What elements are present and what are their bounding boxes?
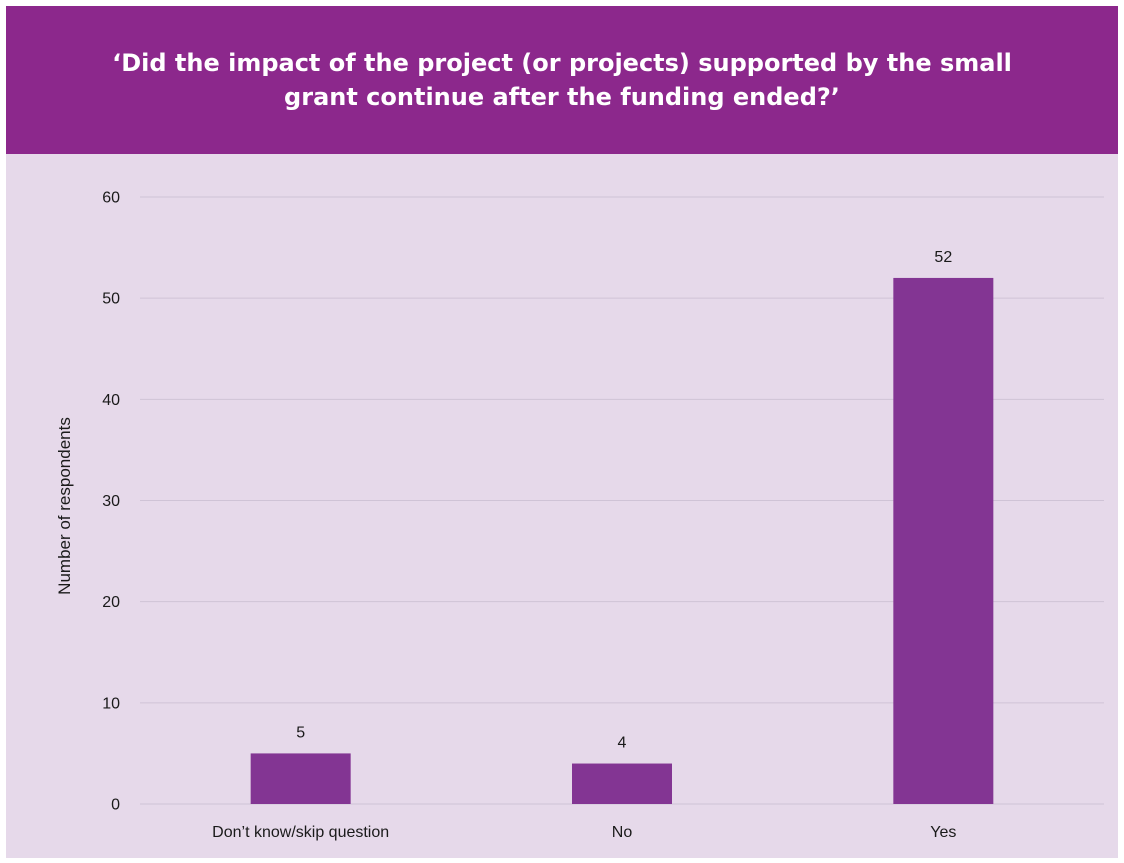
y-tick-label: 10 [102,695,120,712]
bar [893,277,994,804]
x-tick-label: No [612,824,633,841]
x-tick-label: Yes [930,824,956,841]
bar-chart: 0 10 20 30 40 50 60 5 4 52 Don’t know/skip quest… [55,190,1104,841]
y-axis-label: Number of respondents [55,417,74,595]
y-tick-label: 30 [102,493,120,510]
y-tick-label: 60 [102,190,120,207]
chart-title: ‘Did the impact of the project (or proje… [112,49,1012,111]
chart-frame: ‘Did the impact of the project (or proje… [6,6,1118,858]
y-axis-ticks: 0 10 20 30 40 50 60 [102,190,120,814]
data-label: 4 [618,735,627,752]
data-label: 5 [296,724,305,741]
y-tick-label: 0 [111,797,120,814]
y-tick-label: 40 [102,392,120,409]
title-banner: ‘Did the impact of the project (or proje… [6,6,1118,154]
y-tick-label: 20 [102,594,120,611]
bar [250,753,351,804]
bars: 5 4 52 [250,249,994,804]
x-axis-ticks: Don’t know/skip question No Yes [212,824,956,841]
data-label: 52 [934,249,952,266]
bar [572,763,672,804]
y-tick-label: 50 [102,291,120,308]
x-tick-label: Don’t know/skip question [212,824,389,841]
